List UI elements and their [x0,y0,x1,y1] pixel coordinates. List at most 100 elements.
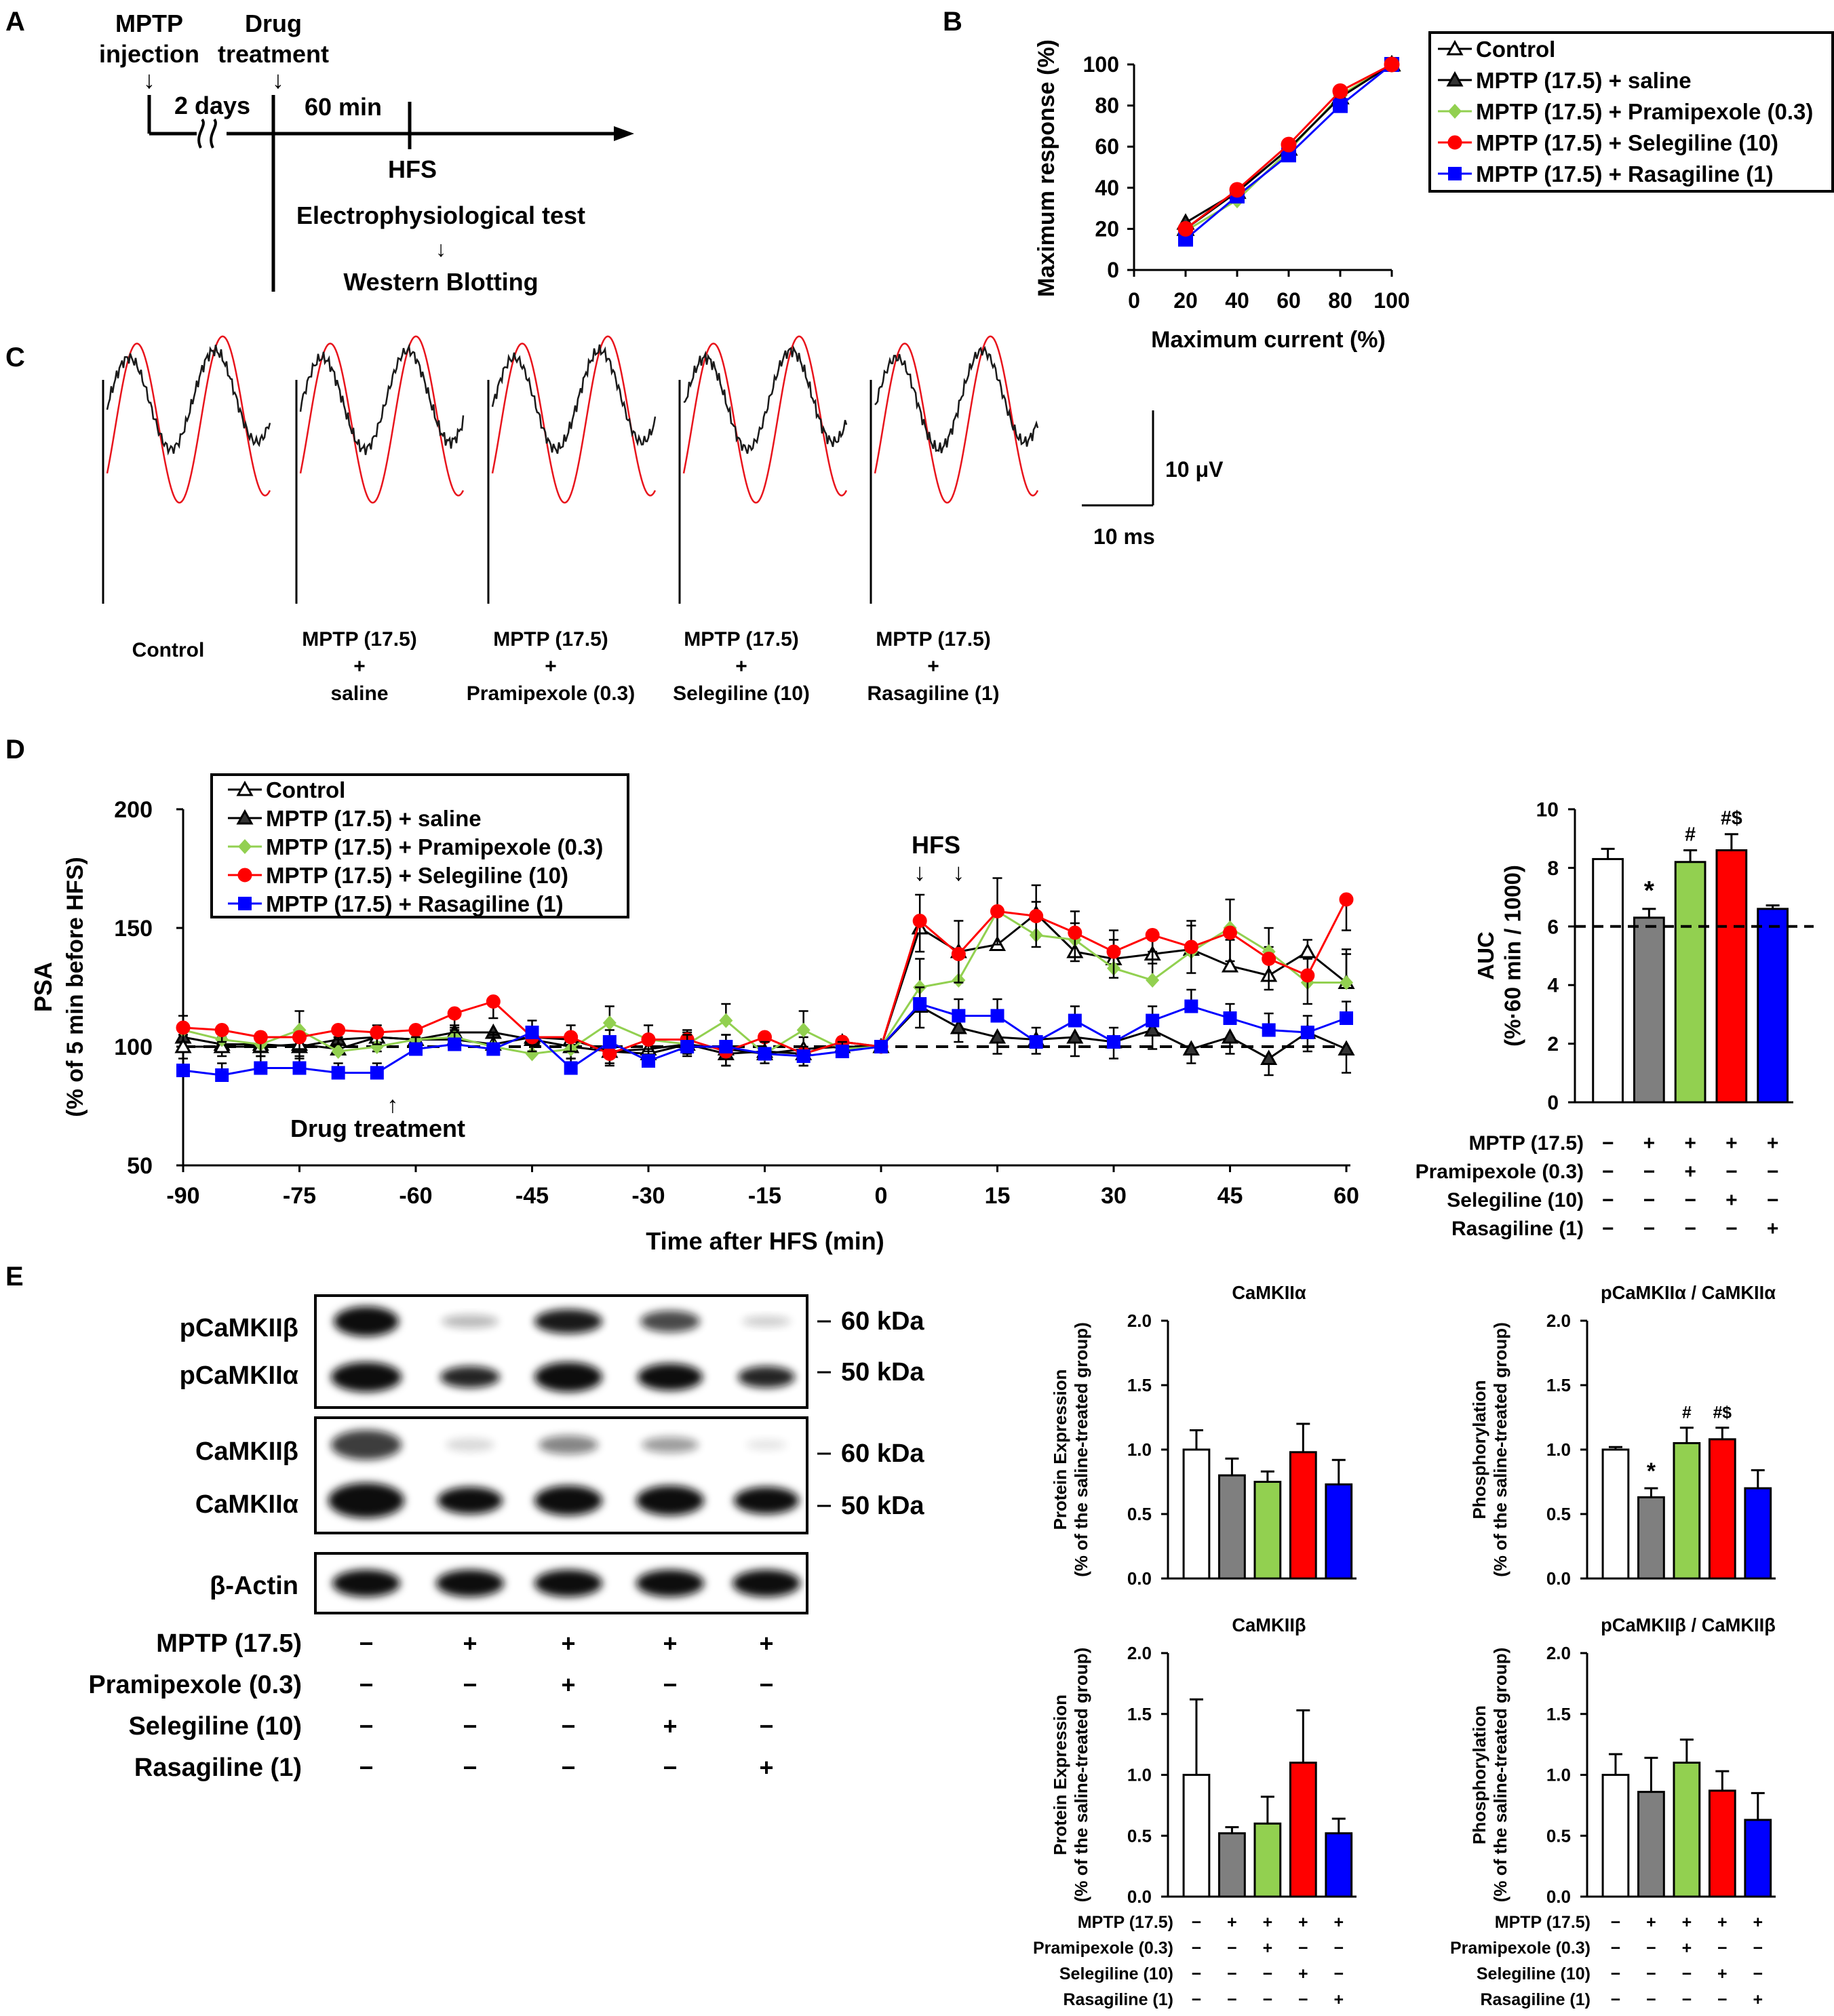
bar [1673,1762,1701,1898]
band [734,1487,799,1514]
data-point [176,1064,190,1077]
band-label: CaMKIIα [195,1490,298,1519]
treatment-sign: − [663,1753,677,1781]
data-point [409,1042,423,1056]
legend-label: MPTP (17.5) + saline [1476,68,1692,93]
treatment-sign: − [1611,1913,1621,1932]
band [446,1438,494,1452]
data-point [796,1022,811,1038]
significance-label: #$ [1721,808,1742,830]
treatment-label: treatment [218,40,329,68]
y-axis-label: Phosphorylation [1469,1380,1489,1519]
data-point [1106,944,1121,959]
bar [1757,908,1789,1104]
bar [1325,1483,1353,1580]
treatment-sign: − [1684,1218,1696,1240]
data-point [1339,892,1354,907]
legend-marker [1446,39,1464,56]
treatment-sign: − [1611,1939,1621,1958]
data-point [1068,925,1082,940]
treatment-sign: − [1646,1990,1656,2009]
data-point [913,997,927,1011]
y-tick-label: 0.0 [1546,1886,1571,1907]
band [440,1366,500,1388]
chart-title: pCaMKIIβ / CaMKIIβ [1601,1614,1776,1635]
treatment-row-label: Pramipexole (0.3) [1450,1939,1591,1958]
data-point [564,1030,579,1045]
trace-label: MPTP (17.5) [876,628,991,651]
y-axis-label: Maximum response (%) [1034,39,1059,297]
trace-label: + [927,655,939,678]
treatment-sign: − [1753,1939,1763,1958]
data-point [1384,56,1400,73]
treatment-sign: + [1682,1913,1692,1932]
data-point [486,1042,501,1056]
panel-letter-c: C [5,343,25,372]
band [328,1483,404,1518]
significance-label: * [1647,1458,1656,1484]
y-tick-label: 2.0 [1546,1643,1571,1663]
test-label: Electrophysiological test [296,201,585,229]
x-tick-label: -15 [748,1183,781,1209]
data-point [1068,1013,1082,1028]
x-tick-label: 15 [985,1183,1011,1209]
y-tick-label: 0.5 [1546,1825,1571,1846]
arrow-down-icon: ↓ [952,858,964,886]
arrow-up-icon: ↑ [387,1092,398,1118]
band [539,1435,598,1454]
data-point [525,1046,539,1062]
treatment-sign: − [463,1753,477,1781]
band [331,1362,402,1392]
treatment-sign: − [1717,1939,1728,1958]
band [638,1363,703,1391]
kda-label: 50 kDa [841,1358,924,1387]
y-tick-label: 0.0 [1127,1886,1152,1907]
treatment-sign: + [1767,1132,1779,1155]
scale-v-label: 10 μV [1165,457,1224,482]
data-point [1184,999,1198,1013]
trace-black [491,344,657,454]
panel-letter-b: B [943,7,962,37]
data-point [758,1047,772,1061]
data-point [796,1049,811,1063]
timeline-arrowhead [614,126,634,141]
legend-label: MPTP (17.5) + Rasagiline (1) [266,891,564,916]
data-point [331,1066,345,1080]
x-tick-label: -30 [631,1183,665,1209]
data-point [642,1054,655,1068]
trace-red [682,335,848,504]
legend-label: MPTP (17.5) + Selegiline (10) [1476,130,1778,155]
data-point [448,1037,462,1051]
significance-label: * [1644,876,1655,906]
data-point [292,1030,307,1045]
treatment-sign: − [1682,1990,1692,2009]
data-point [990,904,1004,918]
legend-label: MPTP (17.5) + Selegiline (10) [266,863,568,888]
legend-marker [238,839,252,854]
treatment-sign: + [1646,1913,1656,1932]
y-tick-label: 6 [1547,916,1559,938]
data-point [719,1040,733,1053]
band [534,1362,602,1392]
trace-red [106,335,271,504]
arrow-down-icon: ↓ [435,237,446,261]
treatment-sign: + [1684,1161,1696,1183]
treatment-row-label: Rasagiline (1) [1063,1990,1173,2009]
trace-label: + [545,655,557,678]
treatment-sign: + [759,1629,773,1657]
treatment-sign: + [663,1629,677,1657]
x-tick-label: -60 [399,1183,432,1209]
significance-label: # [1685,823,1696,845]
y-tick-label: 1.5 [1546,1704,1571,1724]
treatment-sign: − [1602,1161,1614,1183]
treatment-row-label: Selegiline (10) [1059,1964,1173,1983]
legend-b: Control MPTP (17.5) + saline MPTP (17.5) +… [1428,31,1834,193]
data-point [1300,968,1315,983]
bar [1601,1774,1630,1898]
data-point [951,947,966,961]
data-point [602,1035,617,1049]
drug-label: Drug [245,9,302,37]
trace-label: MPTP (17.5) [684,628,799,651]
treatment-row-label: Pramipexole (0.3) [88,1671,302,1699]
treatment-row-label: MPTP (17.5) [1469,1132,1584,1155]
